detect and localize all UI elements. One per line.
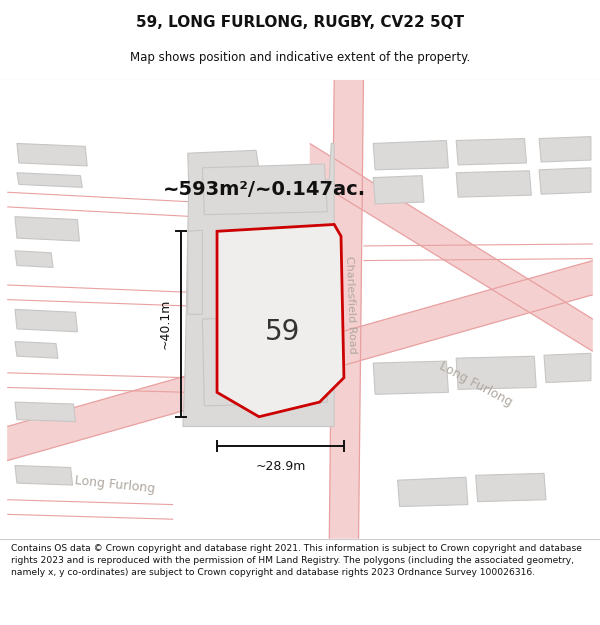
Text: Long Furlong: Long Furlong (437, 360, 514, 409)
Text: Contains OS data © Crown copyright and database right 2021. This information is : Contains OS data © Crown copyright and d… (11, 544, 581, 576)
Polygon shape (456, 139, 526, 165)
Text: ~28.9m: ~28.9m (255, 460, 305, 472)
Polygon shape (329, 80, 364, 539)
Polygon shape (15, 217, 79, 241)
Polygon shape (188, 231, 202, 314)
Polygon shape (456, 171, 532, 197)
Polygon shape (202, 164, 328, 215)
Text: Charlesfield Road: Charlesfield Road (344, 256, 358, 354)
Polygon shape (476, 473, 546, 502)
Polygon shape (15, 342, 58, 358)
Text: Long Furlong: Long Furlong (74, 474, 155, 496)
Polygon shape (17, 144, 87, 166)
Polygon shape (15, 309, 77, 332)
Polygon shape (17, 173, 82, 188)
Polygon shape (310, 144, 593, 351)
Polygon shape (15, 402, 76, 422)
Text: ~40.1m: ~40.1m (158, 299, 171, 349)
Polygon shape (183, 144, 334, 426)
Polygon shape (7, 261, 593, 461)
Polygon shape (373, 361, 448, 394)
Polygon shape (15, 466, 73, 485)
Polygon shape (456, 356, 536, 389)
Polygon shape (544, 353, 591, 382)
Text: 59: 59 (265, 318, 300, 346)
Text: ~593m²/~0.147ac.: ~593m²/~0.147ac. (163, 180, 367, 199)
Polygon shape (539, 168, 591, 194)
Polygon shape (373, 176, 424, 204)
Text: 59, LONG FURLONG, RUGBY, CV22 5QT: 59, LONG FURLONG, RUGBY, CV22 5QT (136, 15, 464, 30)
Text: Map shows position and indicative extent of the property.: Map shows position and indicative extent… (130, 51, 470, 64)
Polygon shape (539, 137, 591, 162)
Polygon shape (373, 141, 448, 170)
Polygon shape (202, 314, 328, 406)
Polygon shape (217, 224, 344, 417)
Polygon shape (398, 478, 468, 506)
Polygon shape (15, 251, 53, 268)
